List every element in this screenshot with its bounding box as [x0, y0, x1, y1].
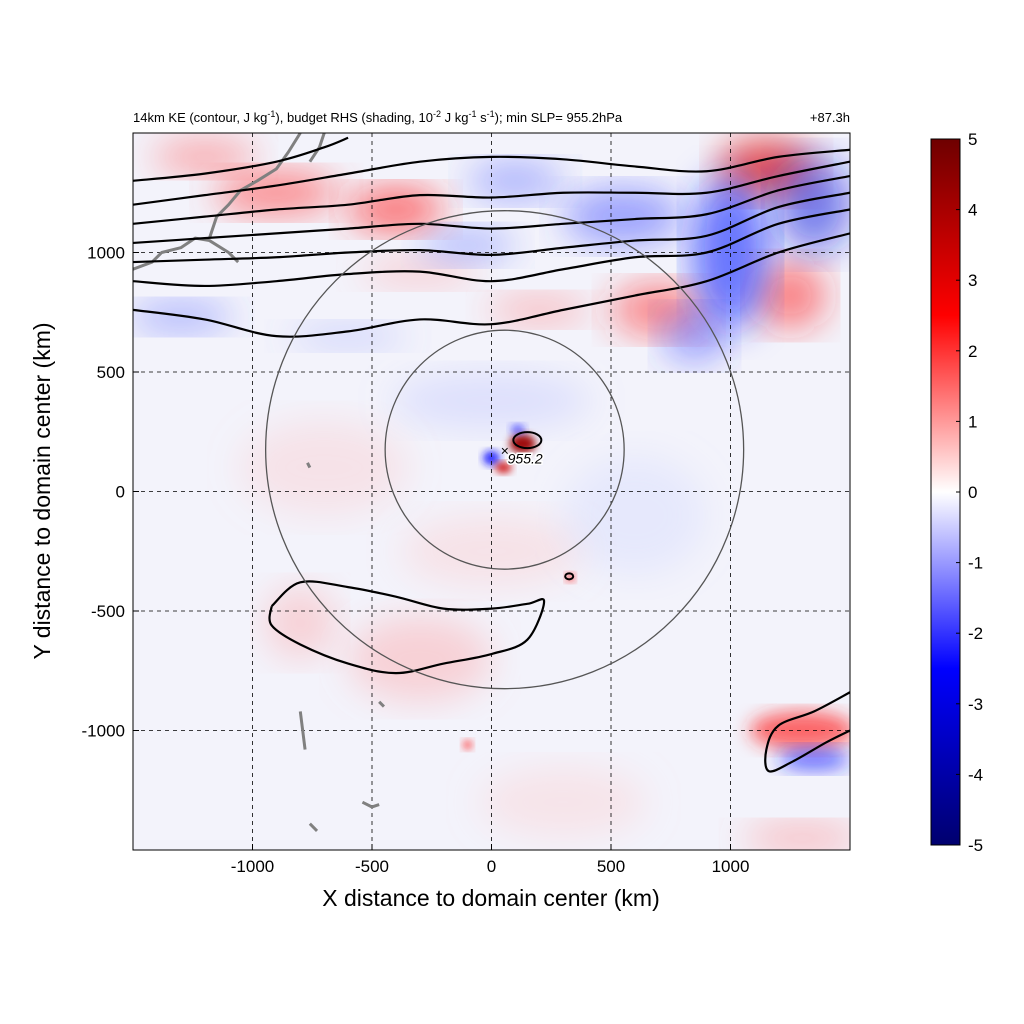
coastline-segment: [308, 822, 319, 832]
ke-contours: [133, 136, 850, 773]
x-tick-label: 1000: [712, 857, 750, 876]
x-tick-label: -1000: [231, 857, 274, 876]
plot-time-label: +87.3h: [810, 110, 850, 125]
y-axis-title: Y distance to domain center (km): [29, 322, 55, 659]
colorbar-tick-label: -5: [968, 836, 983, 855]
ke-contour: [133, 191, 850, 264]
y-tick-label: -500: [91, 602, 125, 621]
shading-blob: [348, 615, 492, 702]
shading-blob: [483, 450, 500, 466]
colorbar-tick-label: 3: [968, 271, 977, 290]
shading-blob: [754, 262, 827, 329]
x-axis: -1000 -500 0 500 1000: [231, 844, 750, 876]
y-tick-label: 500: [97, 363, 125, 382]
shading-blob: [419, 228, 516, 263]
coastline-segment: [308, 133, 326, 163]
colorbar-tick-label: 0: [968, 483, 977, 502]
ke-contour: [268, 580, 546, 675]
plot-title: 14km KE (contour, J kg-1), budget RHS (s…: [133, 109, 623, 125]
coastline-segment: [361, 800, 380, 809]
shading-blob: [264, 587, 337, 659]
colorbar-tick-label: -2: [968, 624, 983, 643]
x-tick-label: -500: [355, 857, 389, 876]
colorbar-tick-label: 4: [968, 201, 977, 220]
coastline-segment: [306, 462, 312, 469]
ke-contour: [133, 174, 850, 245]
colorbar-tick-label: 2: [968, 342, 977, 361]
colorbar-tick-label: 5: [968, 130, 977, 149]
colorbar-tick-label: -4: [968, 765, 983, 784]
shading-blob: [479, 766, 647, 839]
ke-contour: [133, 148, 850, 206]
colorbar-gradient: [930, 138, 961, 846]
ke-contour: [133, 232, 850, 338]
colorbar-tick-label: -1: [968, 554, 983, 573]
y-tick-label: -1000: [82, 722, 125, 741]
shading-blob: [775, 156, 850, 253]
ke-contour: [133, 136, 349, 182]
ke-contour: [764, 691, 850, 773]
shading-blob: [778, 747, 850, 772]
coastline-segment: [298, 711, 307, 750]
ke-contour-small: [564, 572, 575, 581]
x-tick-label: 500: [597, 857, 625, 876]
shading-blob: [563, 187, 683, 246]
shading-blob: [510, 424, 525, 435]
ke-contour-core: [512, 431, 543, 450]
radius-ring: [384, 329, 625, 570]
shading-blob: [462, 740, 473, 750]
colorbar: 5 4 3 2 1 0 -1 -2 -3 -4 -5: [930, 130, 983, 855]
shading-blob: [486, 295, 592, 325]
shading-blob: [563, 455, 707, 576]
colorbar-tick-label: 1: [968, 412, 977, 431]
y-tick-label: 1000: [87, 244, 125, 263]
shading-blob: [214, 171, 339, 215]
plot-area: × 955.2: [133, 133, 850, 850]
radius-ring: [264, 210, 745, 690]
shading-blob: [133, 302, 234, 332]
shading-blob: [742, 823, 850, 850]
ke-contour: [133, 160, 850, 225]
radius-rings: [264, 210, 745, 690]
coastline-segment: [378, 700, 386, 708]
storm-center-marker: ×: [501, 443, 509, 459]
ke-contour: [133, 208, 850, 288]
x-tick-label: 0: [487, 857, 496, 876]
storm-center: × 955.2: [501, 443, 545, 469]
shading-blob: [495, 462, 512, 473]
shading-blob: [288, 324, 408, 349]
colorbar-tick-label: -3: [968, 695, 983, 714]
shading-blob: [152, 140, 258, 174]
y-tick-label: 0: [116, 483, 125, 502]
colorbar-ticks: 5 4 3 2 1 0 -1 -2 -3 -4 -5: [956, 130, 983, 855]
y-axis: -1000 -500 0 500 1000: [82, 244, 139, 741]
storm-center-label: 955.2: [508, 451, 543, 467]
x-axis-title: X distance to domain center (km): [322, 885, 659, 911]
shading-blob: [661, 309, 729, 363]
